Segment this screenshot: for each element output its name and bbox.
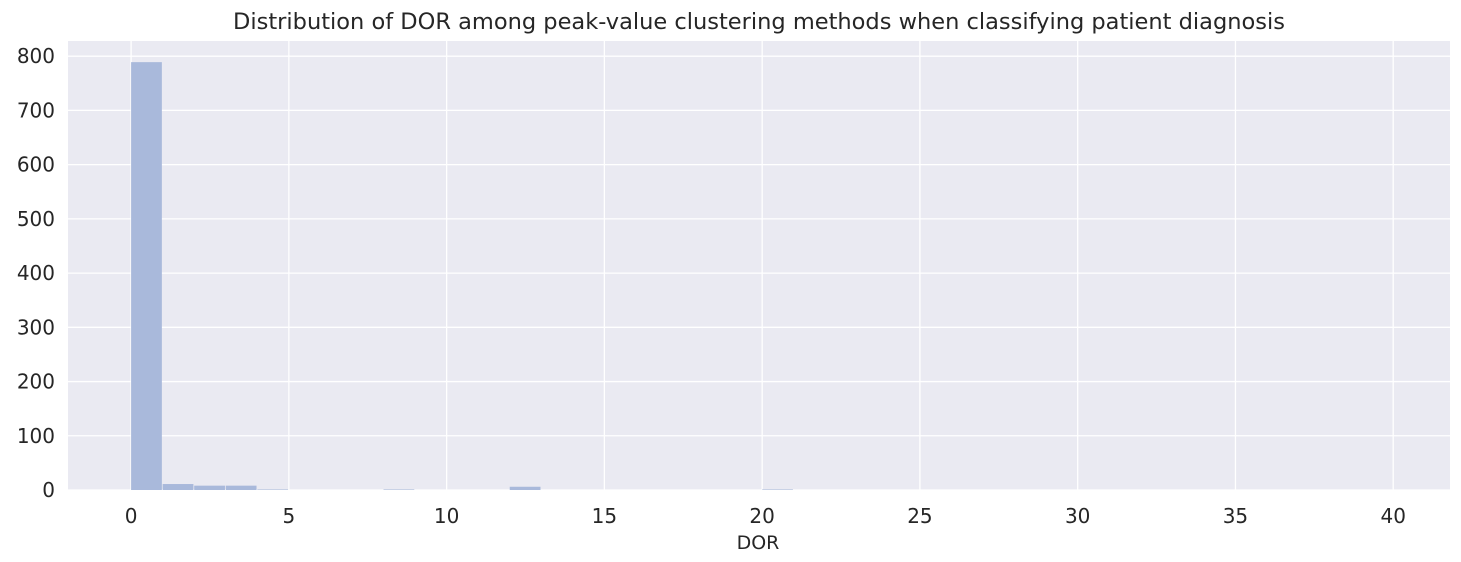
histogram-bar-3 — [225, 485, 257, 490]
y-tick-label-7: 700 — [17, 98, 55, 122]
y-tick-label-1: 100 — [17, 424, 55, 448]
x-tick-label-8: 40 — [1380, 504, 1405, 528]
histogram-bars — [131, 62, 793, 490]
x-tick-label-2: 10 — [434, 504, 459, 528]
x-tick-label-7: 35 — [1223, 504, 1248, 528]
histogram-bar-0 — [131, 62, 162, 490]
y-tick-label-0: 0 — [42, 478, 55, 502]
x-tick-label-3: 15 — [592, 504, 617, 528]
x-tick-label-1: 5 — [283, 504, 296, 528]
y-tick-label-4: 400 — [17, 261, 55, 285]
histogram-bar-2 — [194, 485, 225, 490]
y-axis-ticks: 0 100 200 300 400 500 600 700 800 — [17, 44, 55, 502]
chart-title: Distribution of DOR among peak-value clu… — [233, 9, 1285, 35]
histogram-bar-4 — [257, 489, 289, 490]
histogram-bar-5 — [383, 489, 415, 490]
y-tick-label-5: 500 — [17, 207, 55, 231]
histogram-bar-1 — [162, 484, 194, 490]
histogram-bar-6 — [509, 486, 541, 490]
x-axis-ticks: 0 5 10 15 20 25 30 35 40 — [125, 504, 1406, 528]
x-tick-label-6: 30 — [1065, 504, 1090, 528]
x-axis-label: DOR — [737, 532, 780, 554]
x-tick-label-5: 25 — [907, 504, 932, 528]
x-tick-label-0: 0 — [125, 504, 138, 528]
y-tick-label-6: 600 — [17, 153, 55, 177]
grid-lines — [68, 41, 1450, 491]
histogram-bar-7 — [762, 489, 793, 490]
x-tick-label-4: 20 — [749, 504, 774, 528]
plot-background — [68, 41, 1450, 490]
y-tick-label-8: 800 — [17, 44, 55, 68]
y-tick-label-3: 300 — [17, 315, 55, 339]
y-tick-label-2: 200 — [17, 370, 55, 394]
